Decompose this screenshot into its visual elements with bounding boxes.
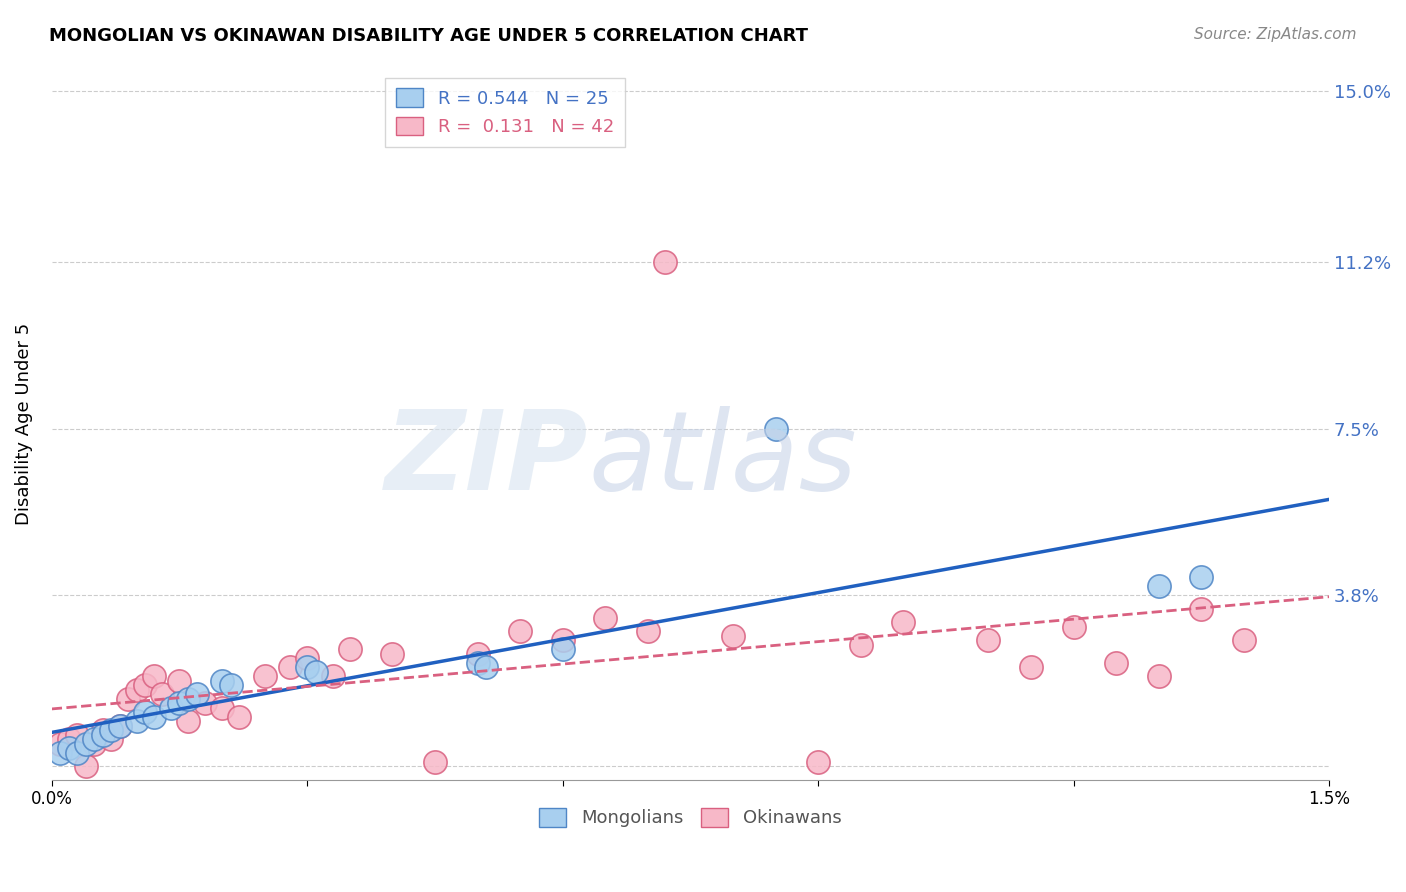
- Point: [66, 746, 89, 760]
- Point: [169, 696, 191, 710]
- Y-axis label: Disability Age Under 5: Disability Age Under 5: [15, 323, 32, 525]
- Point: [322, 669, 344, 683]
- Point: [125, 714, 148, 728]
- Point: [160, 700, 183, 714]
- Point: [1233, 633, 1256, 648]
- Point: [765, 421, 787, 435]
- Point: [977, 633, 1000, 648]
- Point: [807, 755, 830, 769]
- Point: [891, 615, 914, 629]
- Point: [228, 709, 250, 723]
- Point: [295, 651, 318, 665]
- Point: [211, 700, 233, 714]
- Point: [295, 660, 318, 674]
- Point: [467, 647, 489, 661]
- Point: [58, 741, 80, 756]
- Point: [75, 737, 97, 751]
- Point: [169, 673, 191, 688]
- Legend: Mongolians, Okinawans: Mongolians, Okinawans: [531, 801, 849, 835]
- Text: MONGOLIAN VS OKINAWAN DISABILITY AGE UNDER 5 CORRELATION CHART: MONGOLIAN VS OKINAWAN DISABILITY AGE UND…: [49, 27, 808, 45]
- Point: [509, 624, 531, 639]
- Point: [75, 759, 97, 773]
- Point: [49, 737, 72, 751]
- Text: ZIP: ZIP: [385, 406, 588, 513]
- Point: [134, 705, 156, 719]
- Point: [551, 633, 574, 648]
- Point: [177, 691, 200, 706]
- Point: [305, 665, 328, 679]
- Point: [637, 624, 659, 639]
- Point: [278, 660, 301, 674]
- Point: [381, 647, 404, 661]
- Point: [91, 723, 114, 738]
- Point: [849, 638, 872, 652]
- Point: [593, 610, 616, 624]
- Point: [1019, 660, 1042, 674]
- Point: [108, 718, 131, 732]
- Point: [152, 687, 174, 701]
- Point: [142, 709, 165, 723]
- Point: [58, 732, 80, 747]
- Point: [1105, 656, 1128, 670]
- Point: [66, 728, 89, 742]
- Point: [423, 755, 446, 769]
- Point: [194, 696, 217, 710]
- Point: [83, 737, 105, 751]
- Text: Source: ZipAtlas.com: Source: ZipAtlas.com: [1194, 27, 1357, 42]
- Point: [654, 255, 676, 269]
- Point: [100, 732, 122, 747]
- Point: [1063, 619, 1085, 633]
- Point: [49, 746, 72, 760]
- Point: [1189, 601, 1212, 615]
- Text: atlas: atlas: [588, 406, 856, 513]
- Point: [721, 629, 744, 643]
- Point: [125, 682, 148, 697]
- Point: [339, 642, 361, 657]
- Point: [108, 718, 131, 732]
- Point: [177, 714, 200, 728]
- Point: [1147, 669, 1170, 683]
- Point: [551, 642, 574, 657]
- Point: [100, 723, 122, 738]
- Point: [475, 660, 498, 674]
- Point: [142, 669, 165, 683]
- Point: [134, 678, 156, 692]
- Point: [211, 673, 233, 688]
- Point: [467, 656, 489, 670]
- Point: [253, 669, 276, 683]
- Point: [1189, 570, 1212, 584]
- Point: [186, 687, 208, 701]
- Point: [1147, 579, 1170, 593]
- Point: [117, 691, 139, 706]
- Point: [219, 678, 242, 692]
- Point: [83, 732, 105, 747]
- Point: [91, 728, 114, 742]
